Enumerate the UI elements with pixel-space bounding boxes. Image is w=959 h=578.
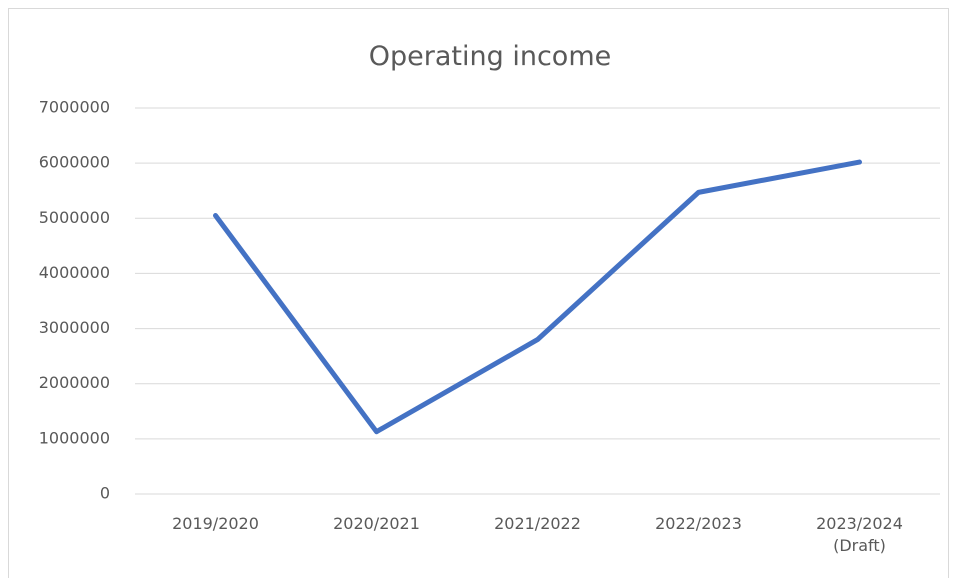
- y-tick-label: 0: [100, 484, 110, 503]
- chart-title: Operating income: [369, 41, 611, 72]
- y-tick-label: 1000000: [39, 428, 110, 447]
- y-tick-label: 7000000: [39, 98, 110, 117]
- y-tick-label: 4000000: [39, 263, 110, 282]
- x-tick-label: 2019/2020: [172, 514, 259, 533]
- y-tick-label: 3000000: [39, 318, 110, 337]
- x-tick-label: 2021/2022: [494, 514, 581, 533]
- chart-frame: [8, 8, 949, 578]
- x-tick-label: 2023/2024 (Draft): [816, 514, 903, 555]
- y-tick-label: 5000000: [39, 208, 110, 227]
- line-series: [213, 159, 862, 435]
- x-tick-label: 2022/2023: [655, 514, 742, 533]
- x-tick-label: 2020/2021: [333, 514, 420, 533]
- y-tick-label: 2000000: [39, 373, 110, 392]
- y-tick-label: 6000000: [39, 153, 110, 172]
